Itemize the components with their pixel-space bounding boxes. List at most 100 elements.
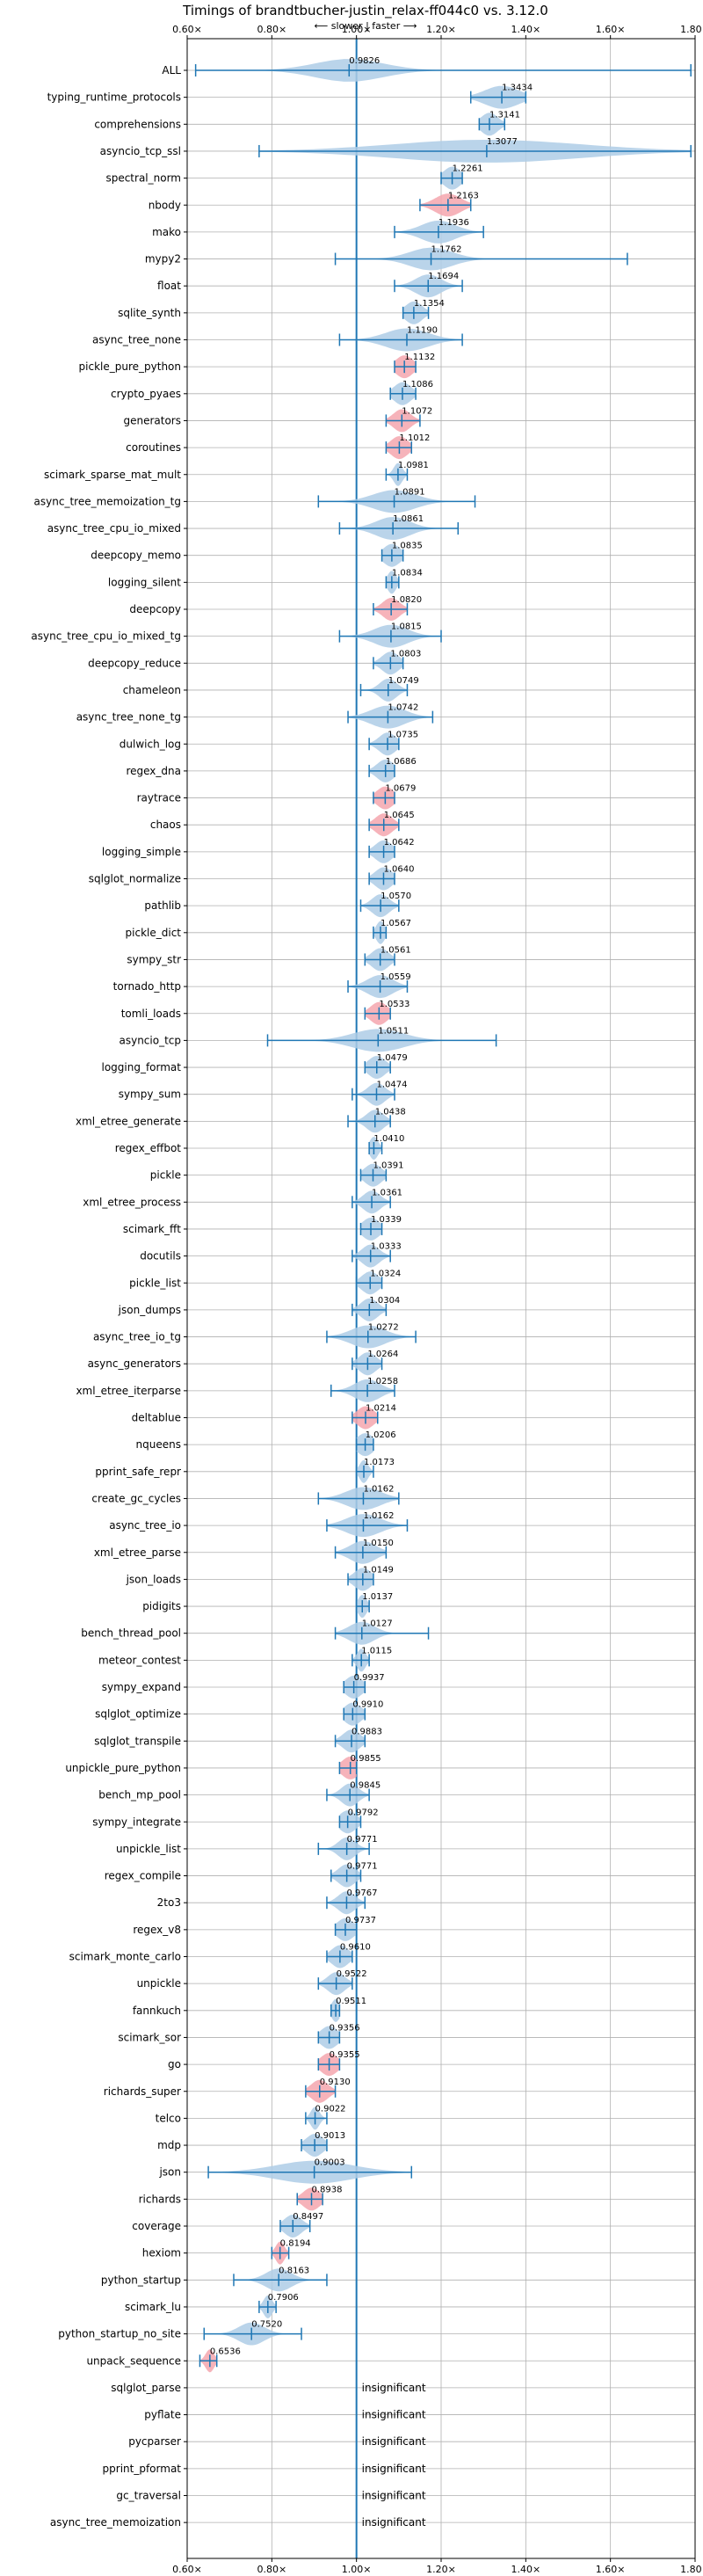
labels-layer: 0.9826 1.3434 1.3141 1.3077 1.2261 1.2163 1.19… xyxy=(210,56,533,2529)
value-label: 0.9883 xyxy=(352,1727,382,1736)
value-label: 1.2163 xyxy=(448,191,479,200)
value-label: 0.9522 xyxy=(337,1969,367,1979)
value-label: 1.1190 xyxy=(407,326,438,336)
marks-layer xyxy=(194,39,692,2558)
value-label: 1.0115 xyxy=(361,1646,392,1655)
value-label: 0.9771 xyxy=(347,1835,378,1845)
value-label: 1.3434 xyxy=(502,84,533,93)
value-label: 1.0686 xyxy=(386,757,417,767)
benchmark-label: richards xyxy=(139,2193,181,2205)
benchmark-label: bench_thread_pool xyxy=(81,1627,181,1640)
benchmark-label: async_tree_memoization xyxy=(50,2516,181,2529)
insignificant-label: insignificant xyxy=(362,2435,426,2448)
benchmark-label: scimark_fft xyxy=(123,1223,181,1235)
benchmark-label: fannkuch xyxy=(133,2005,181,2017)
value-label: 1.0149 xyxy=(363,1565,394,1575)
benchmark-label: mypy2 xyxy=(145,253,181,266)
value-label: 0.7520 xyxy=(251,2320,282,2330)
benchmark-label: async_tree_io xyxy=(109,1519,181,1532)
benchmark-label: asyncio_tcp_ssl xyxy=(100,145,181,157)
value-label: 1.0150 xyxy=(363,1539,394,1548)
value-label: 1.0749 xyxy=(388,676,419,686)
benchmark-label: json_loads xyxy=(126,1573,181,1585)
x-tick-label-bottom: 1.60× xyxy=(596,2564,626,2575)
benchmark-label: async_tree_memoization_tg xyxy=(34,495,181,507)
benchmark-label: spectral_norm xyxy=(105,172,181,185)
benchmark-label: ALL xyxy=(162,64,181,76)
benchmark-label: json_dumps xyxy=(118,1304,181,1316)
value-label: 1.0410 xyxy=(373,1134,404,1144)
grid-layer xyxy=(186,39,696,2558)
value-label: 1.3077 xyxy=(487,137,518,147)
benchmark-label: richards_super xyxy=(104,2085,181,2098)
benchmark-label: tomli_loads xyxy=(121,1008,181,1020)
x-tick-label-top: 0.60× xyxy=(172,24,202,35)
insignificant-label: insignificant xyxy=(362,2490,426,2502)
value-label: 0.9792 xyxy=(348,1808,379,1817)
value-label: 1.0127 xyxy=(362,1619,393,1629)
value-label: 1.0391 xyxy=(373,1161,403,1171)
value-label: 0.9356 xyxy=(330,2023,360,2033)
benchmark-label: regex_v8 xyxy=(133,1924,181,1936)
ticks-layer: 0.60× 0.60× 0.80× 0.80× 1.00× 1.00× 1.20× 1.20×… xyxy=(31,24,703,2575)
x-tick-label-bottom: 1.20× xyxy=(426,2564,456,2575)
benchmark-label: pprint_safe_repr xyxy=(95,1466,181,1478)
benchmark-label: scimark_sparse_mat_mult xyxy=(44,469,181,481)
value-label: 1.0162 xyxy=(363,1484,394,1494)
benchmark-label: crypto_pyaes xyxy=(111,388,181,400)
benchmark-label: sympy_str xyxy=(127,953,181,965)
benchmark-label: async_tree_cpu_io_mixed xyxy=(47,522,181,535)
benchmark-label: unpickle_list xyxy=(116,1843,181,1855)
value-label: 1.3141 xyxy=(489,110,520,120)
value-label: 1.0533 xyxy=(379,1000,409,1009)
value-label: 1.1694 xyxy=(428,272,459,281)
benchmark-label: 2to3 xyxy=(157,1896,181,1909)
value-label: 1.0361 xyxy=(372,1188,402,1197)
benchmark-label: chaos xyxy=(150,819,181,831)
x-tick-label-top: 1.40× xyxy=(511,24,540,35)
benchmark-label: xml_etree_iterparse xyxy=(76,1385,181,1397)
x-tick-label-top: 1.00× xyxy=(342,24,372,35)
value-label: 1.0333 xyxy=(371,1242,402,1252)
benchmark-label: sympy_sum xyxy=(119,1088,181,1101)
value-label: 0.9910 xyxy=(352,1700,383,1710)
value-label: 1.1086 xyxy=(402,380,433,389)
benchmark-label: async_tree_none_tg xyxy=(76,711,181,724)
benchmark-label: gc_traversal xyxy=(116,2490,181,2502)
benchmark-label: pickle_dict xyxy=(126,927,182,939)
value-label: 0.9937 xyxy=(354,1673,385,1683)
benchmark-label: unpack_sequence xyxy=(86,2354,181,2367)
value-label: 0.6536 xyxy=(210,2347,241,2356)
benchmark-label: nbody xyxy=(149,199,181,211)
benchmark-label: unpickle xyxy=(137,1977,181,1990)
value-label: 1.0742 xyxy=(388,703,418,713)
benchmark-label: typing_runtime_protocols xyxy=(47,91,181,104)
benchmark-label: asyncio_tcp xyxy=(119,1034,181,1046)
value-label: 0.8938 xyxy=(312,2185,343,2194)
benchmark-label: deepcopy_reduce xyxy=(88,657,181,669)
benchmark-label: pathlib xyxy=(144,899,181,912)
value-label: 1.2261 xyxy=(453,164,483,174)
value-label: 1.0137 xyxy=(362,1592,393,1602)
x-tick-label-bottom: 1.00× xyxy=(342,2564,372,2575)
benchmark-label: regex_effbot xyxy=(115,1142,182,1154)
benchmark-label: mdp xyxy=(157,2139,181,2151)
value-label: 1.0861 xyxy=(393,514,424,524)
benchmark-label: regex_dna xyxy=(126,765,181,777)
value-label: 1.0206 xyxy=(366,1430,396,1440)
value-label: 1.0324 xyxy=(370,1269,401,1278)
value-label: 0.7906 xyxy=(268,2293,299,2303)
value-label: 0.9355 xyxy=(330,2050,360,2060)
x-tick-label-top: 0.80× xyxy=(257,24,286,35)
value-label: 1.0679 xyxy=(385,784,416,794)
value-label: 0.9130 xyxy=(320,2078,351,2087)
benchmark-label: dulwich_log xyxy=(120,738,181,750)
value-label: 1.0559 xyxy=(380,972,411,982)
benchmark-label: async_tree_none xyxy=(92,334,181,346)
value-label: 1.0835 xyxy=(392,542,423,551)
benchmark-label: sqlglot_normalize xyxy=(89,873,181,885)
benchmark-label: raytrace xyxy=(137,792,181,804)
value-label: 0.9511 xyxy=(336,1997,366,2006)
benchmark-label: comprehensions xyxy=(94,118,181,130)
